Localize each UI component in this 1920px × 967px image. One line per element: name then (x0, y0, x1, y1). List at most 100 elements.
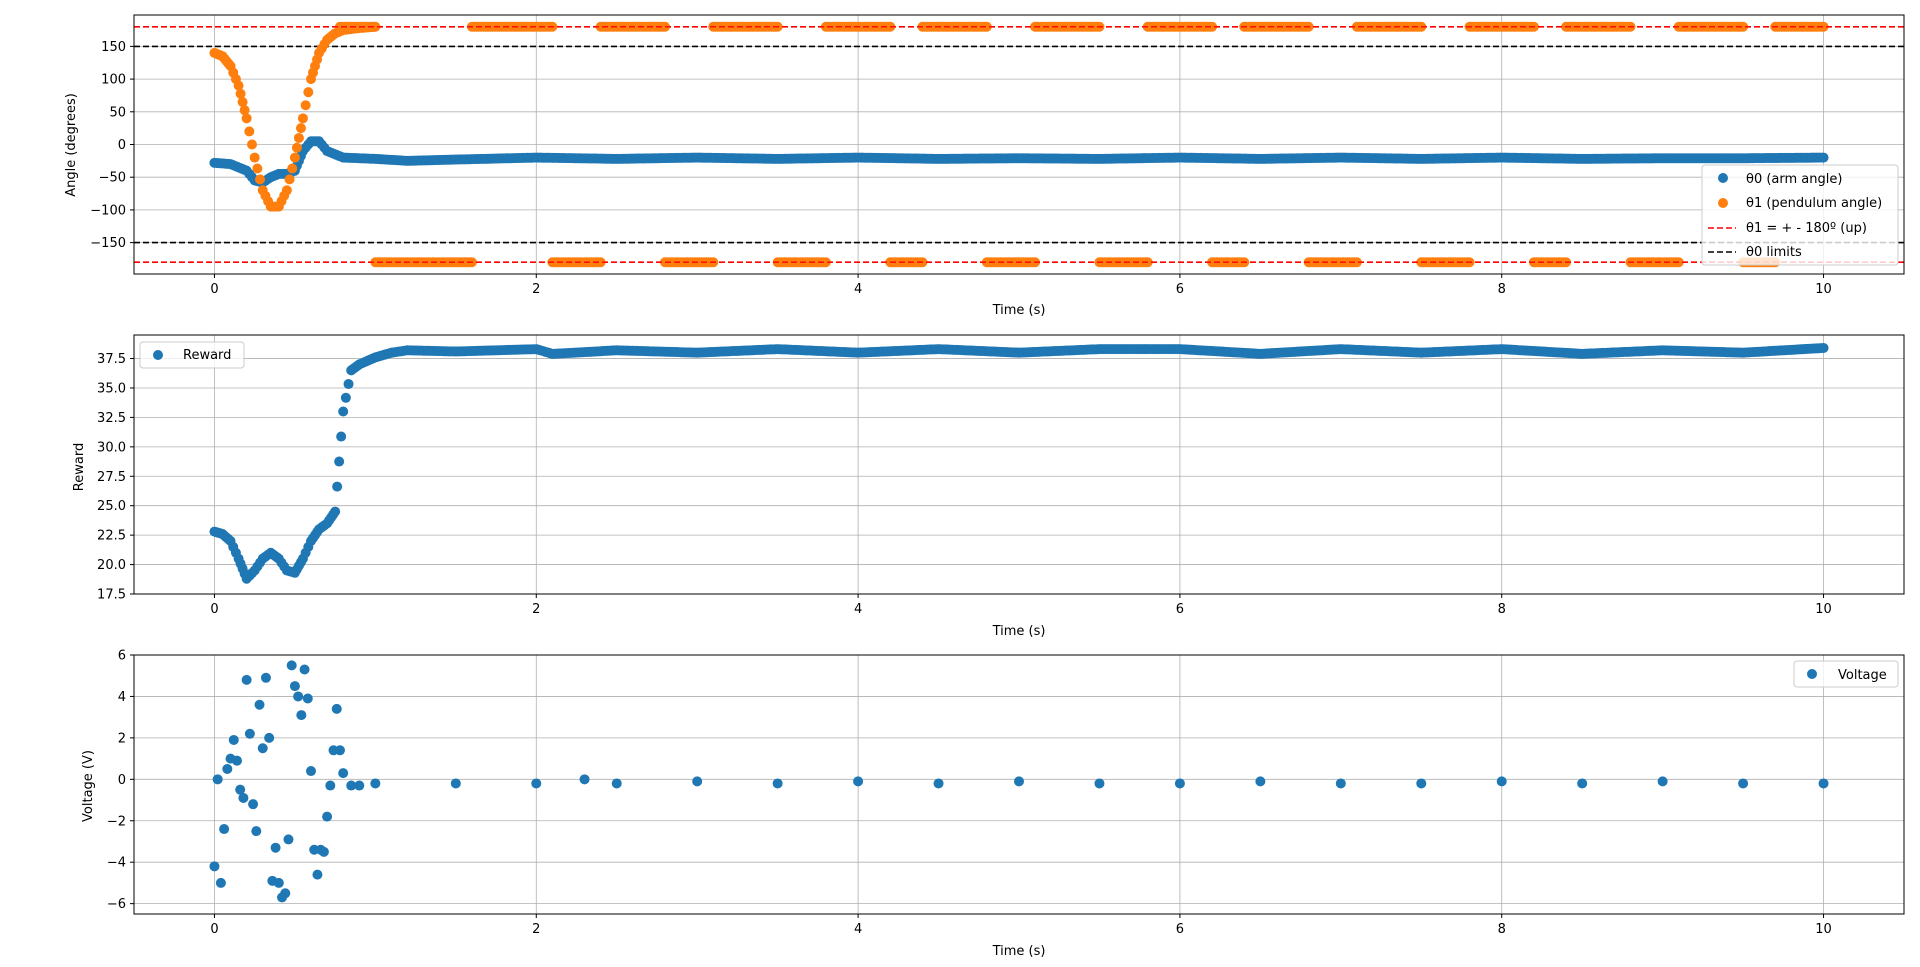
y-tick-label: 17.5 (97, 588, 126, 603)
y-tick-label: 6 (118, 649, 126, 664)
y-tick-label: 20.0 (97, 558, 126, 573)
y-tick-label: 0 (118, 138, 126, 153)
data-point (295, 123, 306, 134)
data-point (296, 710, 307, 721)
data-point (291, 142, 302, 153)
x-tick-label: 2 (532, 282, 540, 297)
y-tick-label: 37.5 (97, 352, 126, 367)
data-point (231, 755, 242, 766)
data-point (255, 174, 266, 185)
data-point (1351, 257, 1362, 268)
data-point (531, 778, 542, 789)
data-point (332, 481, 343, 492)
data-point (334, 745, 345, 756)
data-point (1657, 776, 1668, 787)
data-point (1818, 152, 1829, 163)
data-point (297, 113, 308, 124)
reward-plot-legend: Reward (139, 341, 245, 369)
legend-label-up: θ1 = + - 180º (up) (1746, 221, 1867, 236)
data-point (286, 660, 297, 671)
data-point (338, 768, 349, 779)
x-tick-label: 0 (210, 282, 218, 297)
data-point (354, 780, 365, 791)
data-point (293, 691, 304, 702)
data-point (293, 132, 304, 143)
data-point (248, 799, 259, 810)
data-point (370, 778, 381, 789)
data-point (281, 185, 292, 196)
reward-plot-ylabel: Reward (72, 443, 87, 491)
data-point (336, 431, 347, 442)
y-tick-label: −50 (99, 171, 126, 186)
data-point (343, 379, 354, 390)
legend-marker-arm-angle (1718, 173, 1728, 183)
data-point (254, 699, 265, 710)
data-point (251, 826, 262, 837)
data-point (312, 869, 323, 880)
data-point (235, 784, 246, 795)
data-point (238, 792, 249, 803)
data-points (209, 21, 1829, 268)
data-point (302, 693, 313, 704)
y-tick-label: −6 (107, 897, 126, 912)
data-point (289, 681, 300, 692)
x-tick-label: 8 (1498, 922, 1506, 937)
x-tick-label: 6 (1176, 922, 1184, 937)
x-tick-label: 2 (532, 922, 540, 937)
data-point (1094, 778, 1105, 789)
x-tick-label: 4 (854, 922, 862, 937)
x-tick-label: 4 (854, 282, 862, 297)
data-point (237, 96, 248, 107)
data-point (853, 776, 864, 787)
y-tick-label: 0 (118, 773, 126, 788)
data-point (300, 100, 311, 111)
data-point (331, 703, 342, 714)
data-point (303, 87, 314, 98)
ticks: 0 2 4 6 8 10 −6 −4 −2 0 2 4 6 (107, 649, 1832, 938)
voltage-plot-ylabel: Voltage (V) (81, 750, 96, 822)
data-point (264, 732, 275, 743)
legend-marker-pendulum-angle (1718, 198, 1728, 208)
data-point (1207, 21, 1218, 32)
x-tick-label: 10 (1815, 282, 1832, 297)
data-point (1335, 778, 1346, 789)
data-point (346, 780, 357, 791)
y-tick-label: 30.0 (97, 440, 126, 455)
data-point (334, 456, 345, 467)
y-tick-label: −150 (90, 236, 126, 251)
axes-frame (133, 334, 1905, 595)
data-point (340, 392, 351, 403)
ticks: 0 2 4 6 8 10 −150 −100 −50 0 50 100 150 (90, 40, 1832, 297)
data-points (209, 660, 1829, 903)
data-point (692, 776, 703, 787)
data-point (1014, 776, 1024, 787)
y-tick-label: 25.0 (97, 499, 126, 514)
y-tick-label: 22.5 (97, 529, 126, 544)
data-point (212, 774, 223, 785)
data-point (257, 743, 268, 754)
x-tick-label: 4 (854, 602, 862, 617)
data-point (1818, 21, 1829, 32)
data-point (241, 113, 252, 124)
x-tick-label: 6 (1176, 602, 1184, 617)
data-point (299, 664, 310, 675)
x-tick-label: 10 (1815, 922, 1832, 937)
data-point (209, 861, 220, 872)
data-point (1818, 778, 1829, 789)
data-point (981, 21, 992, 32)
data-point (1577, 778, 1588, 789)
legend-box (1701, 164, 1899, 266)
data-point (283, 834, 294, 845)
legend-box (1793, 660, 1899, 688)
legend-label-arm-angle: θ0 (arm angle) (1746, 172, 1842, 187)
data-point (933, 778, 944, 789)
y-tick-label: −100 (90, 203, 126, 218)
data-point (1416, 778, 1427, 789)
gridlines (134, 15, 1904, 274)
x-tick-label: 8 (1498, 282, 1506, 297)
y-tick-label: 50 (109, 105, 126, 120)
voltage-plot: 0 2 4 6 8 10 −6 −4 −2 0 2 4 6 Voltage (V) Time (s) V… (81, 649, 1905, 959)
x-tick-label: 8 (1498, 602, 1506, 617)
data-point (611, 778, 622, 789)
